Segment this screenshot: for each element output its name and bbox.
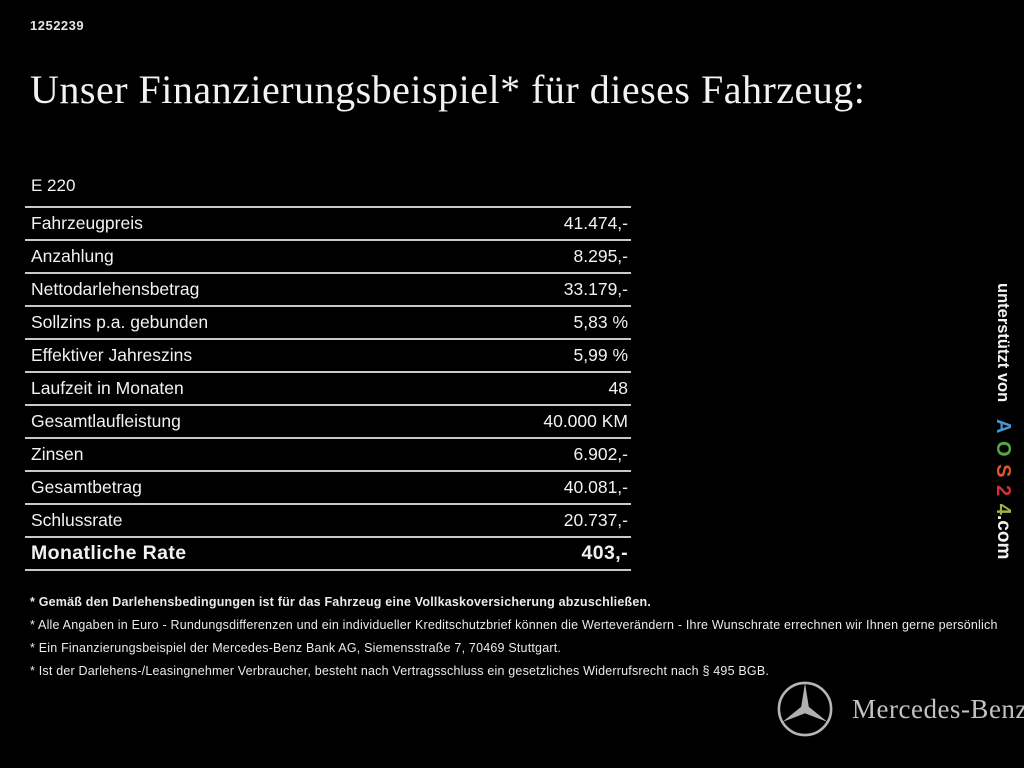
- row-value: 5,83 %: [573, 312, 628, 332]
- row-value: 6.902,-: [573, 444, 628, 464]
- table-row: Laufzeit in Monaten 48: [25, 371, 631, 404]
- document-number: 1252239: [30, 18, 85, 33]
- footnote: * Ein Finanzierungsbeispiel der Mercedes…: [30, 641, 562, 655]
- mercedes-star-icon: [777, 681, 833, 737]
- row-label: Effektiver Jahreszins: [31, 345, 193, 365]
- table-row: Schlussrate 20.737,-: [25, 503, 631, 536]
- row-label: Zinsen: [31, 444, 84, 464]
- table-row: Nettodarlehensbetrag 33.179,-: [25, 272, 631, 305]
- vehicle-model: E 220: [31, 176, 76, 195]
- aos24-logo-letter: A: [992, 418, 1014, 435]
- aos24-logo-letter: O: [992, 440, 1014, 458]
- row-value: 40.000 KM: [543, 411, 628, 431]
- supported-by-sidebar: unterstützt von A O S 2 4 .com: [991, 283, 1014, 560]
- table-row: Anzahlung 8.295,-: [25, 239, 631, 272]
- row-label: Sollzins p.a. gebunden: [31, 312, 209, 332]
- mercedes-benz-footer: Mercedes-Benz: [776, 680, 1024, 738]
- finance-rows: Fahrzeugpreis 41.474,- Anzahlung 8.295,-…: [25, 206, 631, 571]
- table-row: Effektiver Jahreszins 5,99 %: [25, 338, 631, 371]
- row-value: 33.179,-: [563, 279, 628, 299]
- row-label: Gesamtlaufleistung: [31, 411, 181, 431]
- footnote: * Ist der Darlehens-/Leasingnehmer Verbr…: [30, 664, 770, 678]
- aos24-logo-letter: 2: [992, 484, 1014, 497]
- supported-by-text: unterstützt von: [994, 283, 1012, 403]
- mercedes-benz-wordmark: Mercedes-Benz: [852, 693, 1024, 724]
- row-label: Fahrzeugpreis: [31, 213, 143, 233]
- table-row: Gesamtlaufleistung 40.000 KM: [25, 404, 631, 437]
- row-value: 40.081,-: [563, 477, 628, 497]
- table-row: Monatliche Rate 403,-: [25, 536, 631, 569]
- row-label: Nettodarlehensbetrag: [31, 279, 200, 299]
- row-value: 8.295,-: [573, 246, 628, 266]
- row-value: 20.737,-: [563, 510, 628, 530]
- row-value: 5,99 %: [573, 345, 628, 365]
- footnote: * Alle Angaben in Euro - Rundungsdiffere…: [30, 618, 998, 632]
- aos24-logo: A O S 2 4: [991, 419, 1014, 516]
- footnote: * Gemäß den Darlehensbedingungen ist für…: [30, 595, 652, 609]
- table-row: Sollzins p.a. gebunden 5,83 %: [25, 305, 631, 338]
- finance-table: E 220 Fahrzeugpreis 41.474,- Anzahlung 8…: [25, 170, 631, 571]
- row-value: 41.474,-: [563, 213, 628, 233]
- row-label: Laufzeit in Monaten: [31, 378, 184, 398]
- row-label: Anzahlung: [31, 246, 114, 266]
- row-label: Schlussrate: [31, 510, 123, 530]
- row-value: 403,-: [581, 542, 628, 564]
- aos24-logo-letter: 4: [992, 503, 1014, 516]
- aos24-logo-suffix: .com: [993, 515, 1014, 560]
- page-title: Unser Finanzierungsbeispiel* für dieses …: [30, 67, 866, 112]
- row-value: 48: [608, 378, 628, 398]
- row-label: Gesamtbetrag: [31, 477, 142, 497]
- table-row: Gesamtbetrag 40.081,-: [25, 470, 631, 503]
- table-row: Fahrzeugpreis 41.474,-: [25, 206, 631, 239]
- aos24-logo-letter: S: [992, 463, 1014, 479]
- table-row: Zinsen 6.902,-: [25, 437, 631, 470]
- footnotes: * Gemäß den Darlehensbedingungen ist für…: [30, 595, 998, 687]
- row-label: Monatliche Rate: [31, 542, 187, 564]
